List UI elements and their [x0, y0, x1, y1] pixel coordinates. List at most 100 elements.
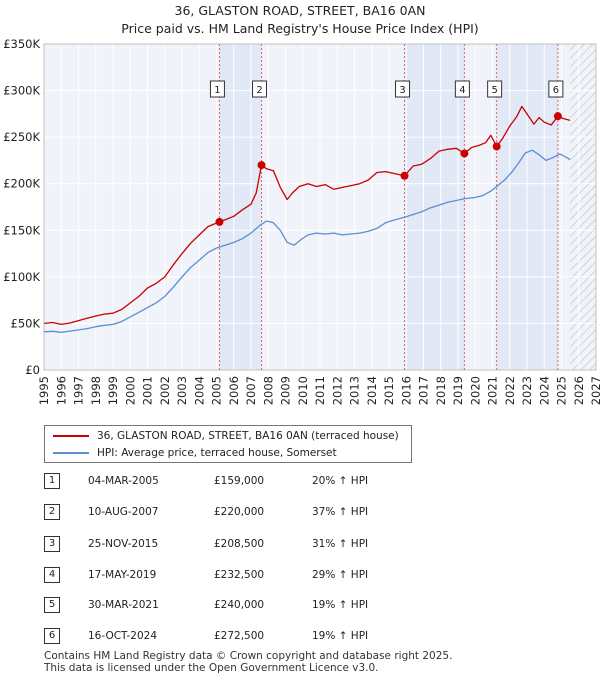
x-tick-label: 2015 — [382, 376, 396, 405]
x-tick-label: 2007 — [244, 376, 258, 405]
x-tick-label: 2008 — [261, 376, 275, 405]
plot-frame — [43, 43, 597, 371]
x-tick-label: 1995 — [37, 376, 51, 405]
sale-price: £159,000 — [214, 475, 265, 487]
x-tick-label: 2014 — [365, 376, 379, 405]
y-tick-label: £100K — [3, 270, 40, 284]
x-tick-label: 2000 — [123, 376, 137, 405]
hpi-line — [43, 149, 571, 333]
sale-date: 17-MAY-2019 — [88, 569, 157, 581]
sale-price: £208,500 — [214, 538, 265, 550]
subtitle: Price paid vs. HM Land Registry's House … — [121, 21, 479, 36]
x-tick-label: 2025 — [555, 376, 569, 405]
legend-label-property: 36, GLASTON ROAD, STREET, BA16 0AN (terr… — [97, 430, 399, 442]
sale-label-box — [548, 80, 564, 98]
sale-marker-number: 5 — [44, 597, 60, 613]
sale-label-number: 5 — [491, 85, 497, 96]
x-tick-label: 2022 — [503, 376, 517, 405]
sale-row: 3 25-NOV-2015 £208,500 31% ↑ HPI — [44, 536, 444, 554]
sale-label-box — [252, 80, 268, 98]
property-price-line — [43, 105, 571, 326]
sale-marker-number: 2 — [44, 504, 60, 520]
y-tick-label: £250K — [3, 130, 40, 144]
sale-hpi-change: 31% ↑ HPI — [312, 538, 369, 550]
future-region — [570, 44, 596, 370]
legend-label-hpi: HPI: Average price, terraced house, Some… — [97, 447, 337, 459]
sale-price: £232,500 — [214, 569, 265, 581]
sale-row: 6 16-OCT-2024 £272,500 19% ↑ HPI — [44, 628, 444, 646]
footer: Contains HM Land Registry data © Crown c… — [44, 650, 452, 674]
x-tick-label: 2018 — [434, 376, 448, 405]
y-tick-label: £200K — [3, 177, 40, 191]
y-tick-label: £150K — [3, 223, 40, 237]
sale-point — [553, 112, 562, 121]
x-tick-label: 1998 — [89, 376, 103, 405]
sale-hpi-change: 37% ↑ HPI — [312, 506, 369, 518]
sale-date: 04-MAR-2005 — [88, 475, 159, 487]
sale-date: 25-NOV-2015 — [88, 538, 159, 550]
sale-label-box — [454, 80, 470, 98]
sale-hpi-change: 19% ↑ HPI — [312, 599, 369, 611]
x-tick-label: 2024 — [537, 376, 551, 405]
sale-hpi-change: 29% ↑ HPI — [312, 569, 369, 581]
sale-marker-number: 4 — [44, 567, 60, 583]
x-tick-label: 2010 — [296, 376, 310, 405]
sale-row: 1 04-MAR-2005 £159,000 20% ↑ HPI — [44, 473, 444, 491]
x-tick-label: 2013 — [348, 376, 362, 405]
legend-swatch-hpi — [53, 452, 89, 454]
sale-row: 5 30-MAR-2021 £240,000 19% ↑ HPI — [44, 597, 444, 615]
copyright-note: Contains HM Land Registry data © Crown c… — [44, 650, 453, 662]
sale-row: 2 10-AUG-2007 £220,000 37% ↑ HPI — [44, 504, 444, 522]
sale-marker-number: 1 — [44, 473, 60, 489]
sale-date: 16-OCT-2024 — [88, 630, 157, 642]
legend: 36, GLASTON ROAD, STREET, BA16 0AN (terr… — [44, 425, 412, 463]
price-chart: £0 £50K £100K £150K £200K £250K £300K £350K 1995… — [3, 37, 600, 405]
x-tick-label: 2002 — [158, 376, 172, 405]
y-tick-label: £0 — [25, 363, 40, 377]
x-tick-label: 2016 — [399, 376, 413, 405]
y-tick-label: £350K — [3, 37, 40, 51]
sale-label-number: 2 — [256, 85, 262, 96]
sale-price: £272,500 — [214, 630, 265, 642]
x-tick-label: 2004 — [192, 376, 206, 405]
sale-hpi-change: 20% ↑ HPI — [312, 475, 369, 487]
x-tick-label: 2021 — [486, 376, 500, 405]
sale-marker-number: 3 — [44, 536, 60, 552]
x-tick-label: 2026 — [572, 376, 586, 405]
licence-note: This data is licensed under the Open Gov… — [44, 662, 379, 674]
shaded-span — [219, 44, 262, 370]
sale-label-number: 4 — [459, 85, 465, 96]
legend-item-hpi: HPI: Average price, terraced house, Some… — [53, 445, 337, 461]
sale-label-box — [487, 80, 503, 98]
sale-date: 10-AUG-2007 — [88, 506, 159, 518]
x-tick-label: 2023 — [520, 376, 534, 405]
sale-point — [400, 171, 409, 180]
sale-price: £220,000 — [214, 506, 265, 518]
x-tick-label: 2020 — [468, 376, 482, 405]
sale-row: 4 17-MAY-2019 £232,500 29% ↑ HPI — [44, 567, 444, 585]
sale-hpi-change: 19% ↑ HPI — [312, 630, 369, 642]
x-tick-label: 2027 — [589, 376, 600, 405]
x-tick-label: 2019 — [451, 376, 465, 405]
x-tick-label: 2017 — [417, 376, 431, 405]
x-tick-label: 1996 — [54, 376, 68, 405]
title: 36, GLASTON ROAD, STREET, BA16 0AN — [174, 3, 426, 18]
x-tick-label: 2003 — [175, 376, 189, 405]
x-tick-label: 2001 — [141, 376, 155, 405]
sale-marker-number: 6 — [44, 628, 60, 644]
sale-label-box — [209, 80, 225, 98]
x-tick-label: 2011 — [313, 376, 327, 405]
sale-label-number: 3 — [399, 85, 405, 96]
legend-swatch-property — [53, 435, 89, 437]
sale-date: 30-MAR-2021 — [88, 599, 159, 611]
x-tick-label: 2012 — [330, 376, 344, 405]
y-tick-label: £300K — [3, 84, 40, 98]
legend-item-property: 36, GLASTON ROAD, STREET, BA16 0AN (terr… — [53, 428, 399, 444]
x-tick-label: 1997 — [72, 376, 86, 405]
x-tick-label: 2006 — [227, 376, 241, 405]
sale-point — [460, 149, 469, 158]
sale-label-number: 6 — [553, 85, 559, 96]
sale-label-number: 1 — [214, 85, 220, 96]
x-tick-label: 2009 — [279, 376, 293, 405]
x-tick-label: 1999 — [106, 376, 120, 405]
